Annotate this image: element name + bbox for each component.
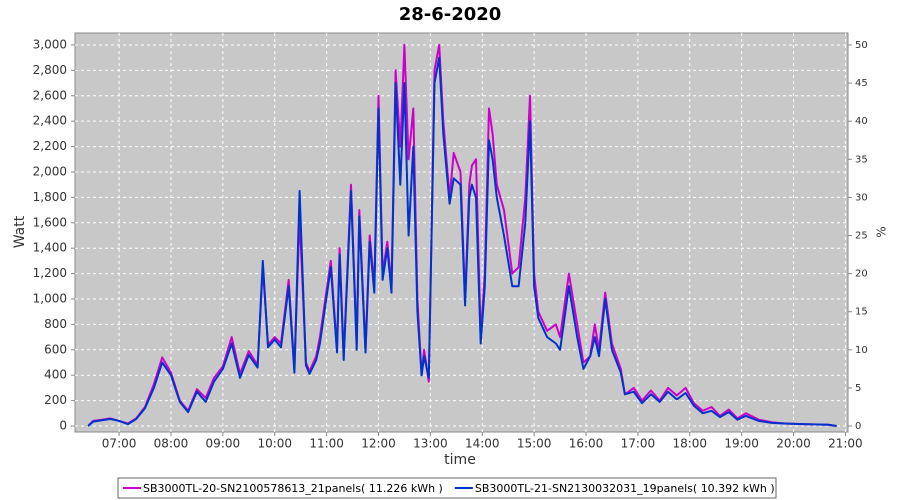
y-tick-label: 800	[44, 317, 67, 331]
y2-tick-label: 25	[855, 231, 868, 242]
y-tick-label: 200	[44, 393, 67, 407]
x-tick-label: 16:00	[569, 437, 604, 451]
x-tick-label: 12:00	[361, 437, 396, 451]
legend	[117, 477, 777, 499]
y-tick-label: 1,800	[33, 190, 67, 204]
x-tick-label: 15:00	[517, 437, 552, 451]
y-tick-label: 2,800	[33, 63, 67, 77]
x-tick-label: 13:00	[413, 437, 448, 451]
y-axis-label: Watt	[12, 215, 28, 248]
y-tick-label: 1,000	[33, 292, 67, 306]
y-tick-label: 1,400	[33, 241, 67, 255]
y-tick-label: 2,400	[33, 114, 67, 128]
y2-tick-label: 35	[855, 154, 868, 165]
y-tick-label: 1,600	[33, 215, 67, 229]
chart-title: 28-6-2020	[399, 4, 502, 25]
x-tick-label: 18:00	[672, 437, 707, 451]
x-tick-label: 10:00	[257, 437, 292, 451]
legend-label: SB3000TL-20-SN2100578613_21panels( 11.22…	[143, 482, 443, 495]
y2-tick-label: 20	[855, 269, 868, 280]
y2-tick-label: 10	[855, 345, 868, 356]
y2-axis-label: %	[875, 226, 889, 237]
y2-tick-label: 15	[855, 307, 868, 318]
y2-tick-label: 40	[855, 116, 868, 127]
y2-tick-label: 5	[855, 383, 861, 394]
x-tick-label: 09:00	[206, 437, 241, 451]
x-tick-label: 08:00	[154, 437, 189, 451]
y2-tick-label: 0	[855, 421, 861, 432]
x-tick-label: 11:00	[309, 437, 344, 451]
x-axis-label: time	[444, 452, 476, 468]
x-tick-label: 17:00	[621, 437, 656, 451]
y-tick-label: 600	[44, 342, 67, 356]
legend-label: SB3000TL-21-SN2130032031_19panels( 10.39…	[475, 482, 775, 495]
y-tick-label: 2,200	[33, 139, 67, 153]
y2-tick-label: 30	[855, 192, 868, 203]
x-tick-label: 21:00	[828, 437, 863, 451]
y-tick-label: 0	[59, 419, 67, 433]
x-tick-label: 07:00	[102, 437, 137, 451]
y-tick-label: 2,000	[33, 164, 67, 178]
x-tick-label: 14:00	[465, 437, 500, 451]
series-line	[87, 56, 837, 427]
y-tick-label: 3,000	[33, 37, 67, 51]
y-tick-label: 1,200	[33, 266, 67, 280]
y2-tick-label: 45	[855, 78, 868, 89]
y2-tick-label: 50	[855, 40, 868, 51]
y-tick-label: 2,600	[33, 88, 67, 102]
y-tick-label: 400	[44, 368, 67, 382]
x-tick-label: 20:00	[776, 437, 811, 451]
x-tick-label: 19:00	[724, 437, 759, 451]
